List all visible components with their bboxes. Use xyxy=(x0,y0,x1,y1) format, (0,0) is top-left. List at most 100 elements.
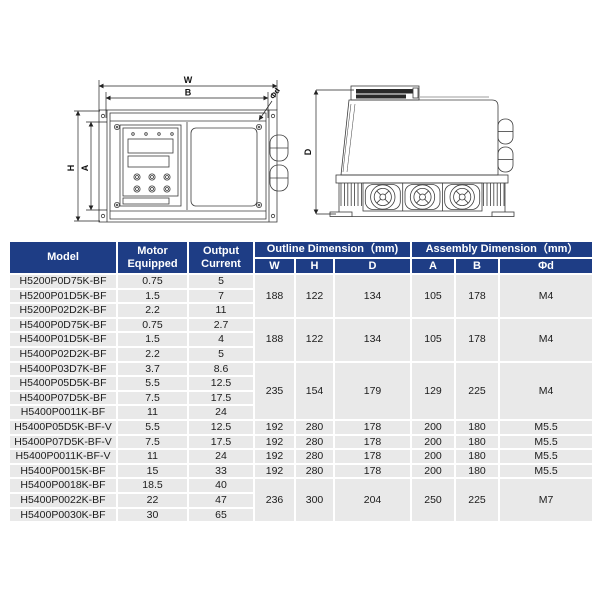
dim-phid-cell: M5.5 xyxy=(498,433,594,451)
header-w: W xyxy=(253,257,296,275)
motor-cell: 3.7 xyxy=(116,360,189,378)
dim-h-cell: 280 xyxy=(294,433,335,451)
current-cell: 4 xyxy=(187,331,255,348)
dim-phid-cell: M5.5 xyxy=(498,448,594,465)
front-cable-glands xyxy=(269,134,289,192)
side-cable-glands xyxy=(497,118,514,173)
header-output-current: Output Current xyxy=(187,240,255,275)
dim-a-cell: 250 xyxy=(410,477,456,524)
side-view-drawing xyxy=(329,85,515,217)
current-cell: 33 xyxy=(187,462,255,480)
dim-w-cell: 192 xyxy=(253,433,296,451)
dim-h-cell: 122 xyxy=(294,273,335,319)
technical-drawings: W B H A Φd xyxy=(66,75,515,223)
front-dimension-lines xyxy=(74,80,278,222)
table-row: H5400P0015K-BF 15 33 192 280 178 200 180 M5.5 xyxy=(8,462,594,480)
model-cell: H5400P02D2K-BF xyxy=(8,345,118,363)
dim-a-cell: 200 xyxy=(410,433,456,451)
dim-b-cell: 225 xyxy=(454,360,500,421)
header-model: Model xyxy=(8,240,118,275)
front-view-drawing xyxy=(98,109,289,223)
dim-w-cell: 188 xyxy=(253,273,296,319)
header-b: B xyxy=(454,257,500,275)
model-cell: H5400P03D7K-BF xyxy=(8,360,118,378)
dim-d-cell: 134 xyxy=(333,316,412,363)
dim-d-cell: 178 xyxy=(333,462,412,480)
dim-label-phid: Φd xyxy=(268,86,282,101)
side-heatsink xyxy=(335,174,509,212)
current-cell: 17.5 xyxy=(187,433,255,451)
motor-cell: 22 xyxy=(116,491,189,509)
dim-d-cell: 178 xyxy=(333,418,412,436)
dim-b-cell: 225 xyxy=(454,477,500,524)
table-row: H5400P07D5K-BF-V 7.5 17.5 192 280 178 200 180 M5… xyxy=(8,433,594,451)
current-cell: 5 xyxy=(187,273,255,290)
current-cell: 5 xyxy=(187,345,255,363)
current-cell: 24 xyxy=(187,404,255,421)
model-cell: H5400P01D5K-BF xyxy=(8,331,118,348)
dim-phid-cell: M4 xyxy=(498,316,594,363)
dim-label-d: D xyxy=(303,148,313,155)
header-outline-dimension: Outline Dimension（mm) xyxy=(253,240,412,259)
table-row: H5400P0030K-BF 30 65 xyxy=(8,506,593,524)
dim-label-h: H xyxy=(66,165,76,172)
dim-d-cell: 134 xyxy=(333,273,412,319)
dim-phid-cell: M7 xyxy=(498,477,594,524)
fan-icon xyxy=(404,184,441,210)
current-cell: 2.7 xyxy=(187,316,255,334)
model-cell: H5400P0022K-BF xyxy=(8,491,118,509)
side-body xyxy=(340,96,499,176)
motor-cell: 18.5 xyxy=(116,477,189,494)
table-row: H5200P02D2K-BF 2.2 11 xyxy=(8,302,593,319)
dim-w-cell: 235 xyxy=(253,360,296,421)
dim-phid-cell: M4 xyxy=(498,273,594,319)
header-motor-equipped: Motor Equipped xyxy=(116,240,189,275)
dim-d-cell: 178 xyxy=(333,448,412,465)
table-row: H5400P03D7K-BF 3.7 8.6 235 154 179 129 225 M4 xyxy=(8,360,594,421)
dim-w-cell: 192 xyxy=(253,462,296,480)
dim-h-cell: 122 xyxy=(294,316,335,363)
dim-b-cell: 180 xyxy=(454,433,500,451)
dim-a-cell: 105 xyxy=(410,316,456,363)
dim-w-cell: 192 xyxy=(253,418,296,436)
motor-cell: 0.75 xyxy=(116,273,189,290)
motor-cell: 5.5 xyxy=(116,375,189,392)
table-row: H5200P0D75K-BF 0.75 5 188 122 134 105 178 M4 xyxy=(8,273,594,319)
model-cell: H5400P0015K-BF xyxy=(8,462,118,480)
table-row: H5400P05D5K-BF 5.5 12.5 xyxy=(8,375,593,392)
side-dimension-lines xyxy=(313,89,354,215)
motor-cell: 0.75 xyxy=(116,316,189,334)
header-d: D xyxy=(333,257,412,275)
front-enclosure xyxy=(98,109,278,223)
dim-w-cell: 188 xyxy=(253,316,296,363)
model-cell: H5400P0011K-BF-V xyxy=(8,448,118,465)
fan-icon xyxy=(444,184,481,210)
dim-phid-cell: M4 xyxy=(498,360,594,421)
motor-cell: 7.5 xyxy=(116,433,189,451)
dimension-table-body: H5200P0D75K-BF 0.75 5 188 122 134 105 178 M4 H520… xyxy=(8,273,594,524)
model-cell: H5400P07D5K-BF xyxy=(8,389,118,407)
motor-cell: 15 xyxy=(116,462,189,480)
model-cell: H5400P05D5K-BF-V xyxy=(8,418,118,436)
side-top-connector xyxy=(350,85,420,101)
table-row: H5400P0D75K-BF 0.75 2.7 188 122 134 105 178 M4 xyxy=(8,316,594,363)
motor-cell: 1.5 xyxy=(116,331,189,348)
dim-h-cell: 280 xyxy=(294,462,335,480)
dim-label-w: W xyxy=(184,75,193,85)
dim-a-cell: 200 xyxy=(410,448,456,465)
dim-w-cell: 236 xyxy=(253,477,296,524)
dim-b-cell: 180 xyxy=(454,418,500,436)
header-h: H xyxy=(294,257,335,275)
dim-a-cell: 105 xyxy=(410,273,456,319)
current-cell: 11 xyxy=(187,302,255,319)
dim-d-cell: 178 xyxy=(333,433,412,451)
header-a: A xyxy=(410,257,456,275)
dim-w-cell: 192 xyxy=(253,448,296,465)
current-cell: 7 xyxy=(187,287,255,305)
dim-phid-leader xyxy=(258,100,273,121)
motor-cell: 7.5 xyxy=(116,389,189,407)
motor-cell: 2.2 xyxy=(116,345,189,363)
model-cell: H5200P02D2K-BF xyxy=(8,302,118,319)
current-cell: 17.5 xyxy=(187,389,255,407)
dim-b-cell: 178 xyxy=(454,316,500,363)
